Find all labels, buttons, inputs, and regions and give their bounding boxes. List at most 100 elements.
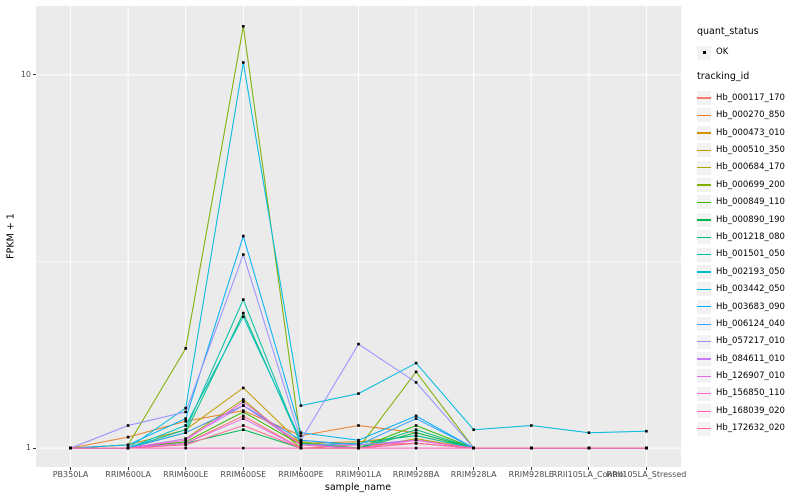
data-point — [414, 370, 418, 374]
line-swatch-icon — [697, 97, 711, 99]
data-point — [242, 253, 245, 256]
line-swatch-icon — [697, 219, 711, 221]
data-point — [472, 428, 475, 431]
line-swatch-icon — [697, 167, 711, 169]
y-tick-label: 1 — [25, 443, 31, 453]
x-tick-mark — [242, 467, 244, 470]
x-tick-mark — [300, 467, 302, 470]
data-point — [414, 417, 418, 420]
legend-key — [697, 386, 711, 401]
data-point — [184, 446, 187, 450]
legend-key — [697, 317, 711, 332]
legend-item-Hb_001218_080: Hb_001218_080 — [697, 229, 785, 246]
data-point — [299, 440, 303, 444]
legend-item-Hb_000699_200: Hb_000699_200 — [697, 176, 785, 193]
legend-label: Hb_000699_200 — [716, 179, 785, 190]
data-point — [299, 442, 303, 445]
data-point — [184, 438, 187, 442]
legend-label: Hb_001501_050 — [716, 249, 785, 260]
data-point — [184, 420, 187, 423]
data-point — [587, 431, 591, 434]
data-point — [242, 446, 245, 450]
x-tick-mark — [473, 467, 475, 470]
y-tick-label: 10 — [20, 69, 31, 79]
legend-label: Hb_057217_010 — [716, 336, 785, 347]
legend-key-ok — [697, 45, 711, 60]
y-tick-mark — [33, 74, 36, 76]
data-point — [126, 443, 130, 447]
legend-key — [697, 143, 711, 158]
x-tick-label: RRIM600LE — [163, 470, 209, 479]
legend-item-Hb_084611_010: Hb_084611_010 — [697, 350, 785, 367]
data-point — [242, 424, 245, 427]
y-axis-title: FPKM + 1 — [5, 213, 17, 259]
legend-item-Hb_000890_190: Hb_000890_190 — [697, 211, 785, 228]
legend-label: Hb_172632_020 — [716, 423, 785, 434]
legend-item-Hb_002193_050: Hb_002193_050 — [697, 263, 785, 280]
x-tick-mark — [185, 467, 187, 470]
legend-item-Hb_003683_090: Hb_003683_090 — [697, 298, 785, 315]
legend-item-Hb_168039_020: Hb_168039_020 — [697, 402, 785, 419]
chart-canvas — [36, 6, 681, 467]
data-point — [242, 417, 245, 420]
legend-label: Hb_003442_050 — [716, 284, 785, 295]
data-point — [242, 311, 245, 315]
legend-title-tracking-id: tracking_id — [697, 71, 750, 83]
legend-key — [697, 108, 711, 123]
data-point — [184, 410, 187, 414]
legend-item-Hb_006124_040: Hb_006124_040 — [697, 315, 785, 332]
legend-key — [697, 212, 711, 227]
legend-label: Hb_000270_850 — [716, 110, 785, 121]
x-tick-label: RRIM928BA — [392, 470, 440, 479]
legend-key — [697, 369, 711, 384]
legend-item-Hb_000684_170: Hb_000684_170 — [697, 159, 785, 176]
line-swatch-icon — [697, 253, 711, 256]
legend-label: Hb_001218_080 — [716, 231, 785, 242]
legend-key — [697, 125, 711, 140]
x-tick-label: PB350LA — [52, 470, 89, 479]
data-point — [472, 446, 475, 450]
data-point — [184, 428, 187, 431]
legend-key — [697, 160, 711, 175]
legend-item-ok: OK — [697, 44, 785, 61]
legend-item-Hb_000270_850: Hb_000270_850 — [697, 107, 785, 124]
data-point — [242, 25, 245, 28]
x-tick-label: RRIM600SE — [220, 470, 267, 479]
line-swatch-icon — [697, 201, 711, 204]
x-tick-label: RRIM901LA — [335, 470, 382, 479]
legend-item-Hb_172632_020: Hb_172632_020 — [697, 420, 785, 437]
data-point — [299, 404, 303, 407]
x-tick-label: RRIM928LE — [508, 470, 554, 479]
line-swatch-icon — [697, 184, 711, 186]
legend-key — [697, 421, 711, 436]
data-point — [299, 434, 303, 437]
data-point — [69, 446, 72, 450]
legend-item-Hb_156850_110: Hb_156850_110 — [697, 385, 785, 402]
data-point — [184, 431, 187, 434]
x-tick-mark — [530, 467, 532, 470]
data-point — [184, 443, 187, 447]
legend-item-Hb_000117_170: Hb_000117_170 — [697, 89, 785, 106]
data-point — [357, 446, 360, 450]
legend-item-Hb_003442_050: Hb_003442_050 — [697, 281, 785, 298]
legend-key — [697, 404, 711, 419]
legend-label: Hb_000684_170 — [716, 162, 785, 173]
line-swatch-icon — [697, 393, 711, 395]
legend-key — [697, 195, 711, 210]
data-point — [414, 431, 418, 434]
legend-label-ok: OK — [716, 47, 729, 58]
data-point — [414, 438, 418, 442]
legend-item-Hb_057217_010: Hb_057217_010 — [697, 333, 785, 350]
legend-label: Hb_000510_350 — [716, 145, 785, 155]
plot-panel — [36, 6, 681, 467]
data-point — [357, 424, 360, 427]
data-point — [414, 442, 418, 445]
legend-label: Hb_126907_010 — [716, 371, 785, 382]
legend-item-Hb_000473_010: Hb_000473_010 — [697, 124, 785, 141]
data-point — [414, 381, 418, 384]
legend-tracking-id-items: Hb_000117_170 Hb_000270_850 Hb_000473_010 H… — [697, 89, 785, 437]
x-tick-label: RRIM600LA — [105, 470, 152, 479]
legend-label: Hb_084611_010 — [716, 353, 785, 364]
legend-label: Hb_156850_110 — [716, 388, 785, 399]
data-point — [184, 417, 187, 420]
